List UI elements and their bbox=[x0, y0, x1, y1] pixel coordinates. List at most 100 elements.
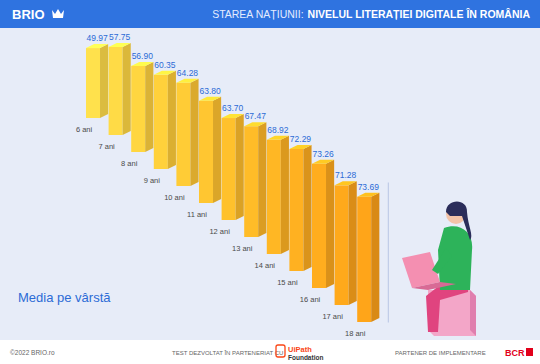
implementation-text: PARTENER DE IMPLEMENTARE bbox=[395, 350, 486, 356]
x-tick: 17 ani bbox=[322, 312, 343, 321]
x-tick-label: 6 ani bbox=[76, 125, 93, 134]
header-band bbox=[0, 0, 540, 28]
bar-side bbox=[236, 114, 244, 220]
data-label: 63.80 bbox=[199, 86, 221, 96]
x-tick-label: 7 ani bbox=[98, 142, 115, 151]
implementation-icon bbox=[526, 348, 533, 356]
x-tick: 10 ani bbox=[164, 193, 185, 202]
x-tick-label: 12 ani bbox=[209, 227, 230, 236]
bar-front bbox=[199, 101, 213, 203]
x-tick: 16 ani bbox=[300, 295, 321, 304]
bar-top bbox=[244, 122, 266, 126]
laptop-base bbox=[412, 282, 456, 290]
bar-front bbox=[176, 83, 190, 186]
partner-icon bbox=[276, 345, 285, 357]
x-tick-label: 15 ani bbox=[277, 278, 298, 287]
data-label: 60.35 bbox=[154, 60, 176, 70]
bar-front bbox=[154, 75, 168, 169]
data-label: 56.90 bbox=[132, 51, 154, 61]
bar-top bbox=[154, 71, 176, 75]
bars bbox=[86, 43, 379, 322]
bar bbox=[109, 43, 131, 135]
footer-band bbox=[0, 340, 540, 364]
x-tick-label: 14 ani bbox=[255, 261, 276, 270]
hair bbox=[446, 202, 471, 241]
data-label: 73.26 bbox=[312, 149, 334, 159]
arm bbox=[432, 248, 452, 274]
bar-front bbox=[335, 185, 349, 305]
legs bbox=[426, 283, 468, 332]
bar-top bbox=[199, 97, 221, 101]
x-tick: 11 ani bbox=[187, 210, 207, 219]
annotation: Media pe vârstă bbox=[18, 290, 111, 305]
stool-side bbox=[470, 290, 476, 336]
data-label: 68.92 bbox=[267, 125, 289, 135]
bar bbox=[357, 193, 379, 322]
bar bbox=[312, 160, 334, 288]
data-label: 72.29 bbox=[290, 134, 312, 144]
bar-side bbox=[326, 160, 334, 288]
bar bbox=[154, 71, 176, 169]
bar bbox=[176, 79, 198, 186]
bar-top bbox=[335, 181, 357, 185]
bar bbox=[86, 44, 108, 118]
bar-front bbox=[267, 140, 281, 254]
x-tick-label: 13 ani bbox=[232, 244, 253, 253]
x-tick-label: 17 ani bbox=[322, 312, 343, 321]
bar-top bbox=[357, 193, 379, 197]
bar bbox=[244, 122, 266, 237]
bar bbox=[289, 145, 311, 271]
bar-top bbox=[86, 44, 108, 48]
bar-front bbox=[289, 149, 303, 271]
x-axis: 6 ani 7 ani 8 ani 9 ani10 ani11 ani12 ani13… bbox=[76, 125, 366, 338]
bar-top bbox=[109, 43, 131, 47]
bar-side bbox=[258, 122, 266, 237]
partner-text: TEST DEZVOLTAT ÎN PARTENERIAT CU bbox=[172, 350, 283, 356]
x-tick: 7 ani bbox=[98, 142, 115, 151]
bar-side bbox=[213, 97, 221, 203]
bar-side bbox=[281, 136, 289, 254]
x-tick-label: 16 ani bbox=[300, 295, 321, 304]
data-label: 63.70 bbox=[222, 103, 244, 113]
partner-sub: Foundation bbox=[288, 354, 323, 361]
x-tick: 8 ani bbox=[121, 159, 138, 168]
x-tick: 14 ani bbox=[255, 261, 276, 270]
data-label: 67.47 bbox=[245, 111, 267, 121]
x-tick-label: 8 ani bbox=[121, 159, 138, 168]
y-axis-line bbox=[388, 183, 389, 323]
bar-front bbox=[244, 126, 258, 237]
illustration bbox=[402, 202, 476, 337]
brand-crown bbox=[52, 9, 64, 18]
x-tick-label: 11 ani bbox=[187, 210, 207, 219]
data-label: 49.97 bbox=[86, 33, 108, 43]
bar bbox=[199, 97, 221, 203]
bar-front bbox=[86, 48, 100, 118]
title: NIVELUL LITERAȚIEI DIGITALE ÎN ROMÂNIA bbox=[308, 8, 531, 20]
x-tick-label: 9 ani bbox=[144, 176, 161, 185]
kicker: STAREA NAȚIUNII: bbox=[212, 8, 303, 20]
brand-logo: BRIO bbox=[12, 7, 45, 22]
y-axis bbox=[388, 183, 389, 323]
bar-side bbox=[145, 62, 153, 152]
data-label: 57.75 bbox=[109, 32, 131, 42]
background bbox=[0, 0, 540, 364]
bar-side bbox=[168, 71, 176, 169]
data-labels: 49.9757.7556.9060.3564.2863.8063.7067.47… bbox=[86, 32, 379, 192]
data-label: 73.69 bbox=[358, 182, 380, 192]
data-label: 64.28 bbox=[177, 68, 199, 78]
bar-front bbox=[109, 47, 123, 135]
bar bbox=[131, 62, 153, 152]
bar-top bbox=[222, 114, 244, 118]
bar-front bbox=[312, 164, 326, 288]
x-tick: 6 ani bbox=[76, 125, 93, 134]
partner-name: UiPath bbox=[288, 345, 312, 354]
x-tick: 9 ani bbox=[144, 176, 161, 185]
bar-top bbox=[312, 160, 334, 164]
bar-front bbox=[131, 66, 145, 152]
implementation-name: BCR bbox=[505, 348, 525, 358]
bar-top bbox=[176, 79, 198, 83]
bar bbox=[267, 136, 289, 254]
bar-side bbox=[303, 145, 311, 271]
x-tick-label: 18 ani bbox=[345, 329, 366, 338]
bar-side bbox=[371, 193, 379, 322]
